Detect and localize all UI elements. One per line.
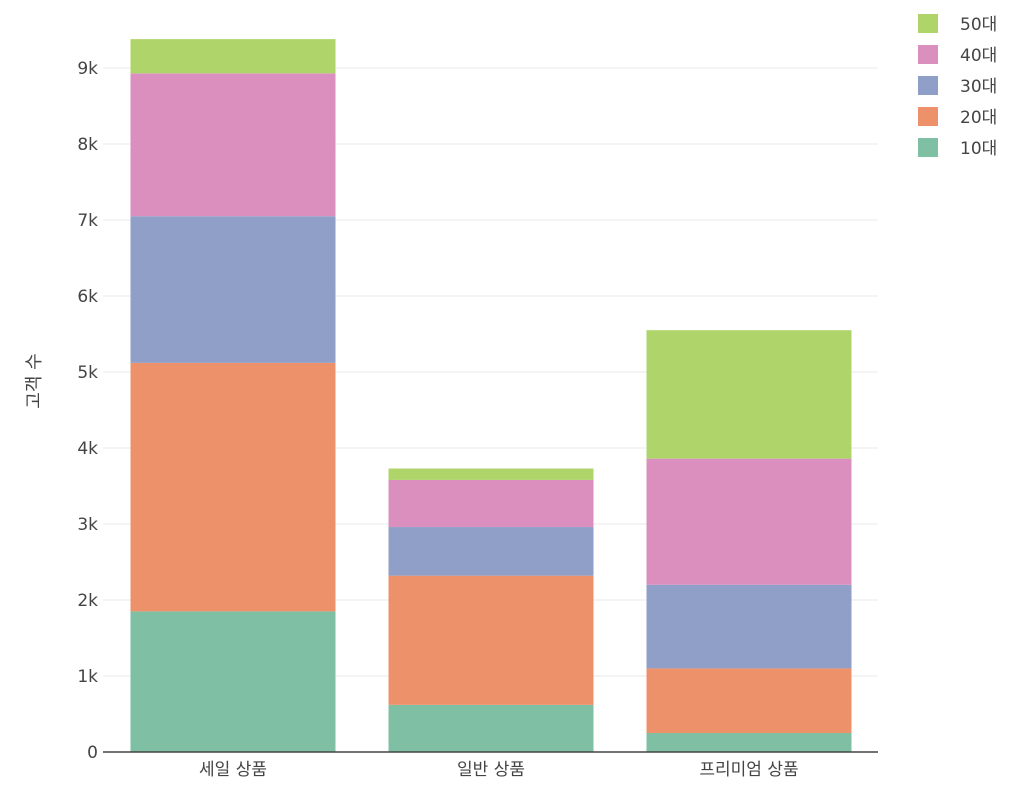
x-tick-labels: 세일 상품 일반 상품 프리미엄 상품 xyxy=(199,760,799,780)
bar-segment[interactable] xyxy=(388,479,594,528)
bar-segment[interactable] xyxy=(130,39,336,74)
y-tick-label: 7k xyxy=(77,211,98,231)
y-tick-label: 1k xyxy=(77,667,98,687)
legend-label[interactable]: 10대 xyxy=(960,139,997,159)
legend-label[interactable]: 20대 xyxy=(960,108,997,128)
y-tick-label: 0 xyxy=(87,743,98,763)
bar-segment[interactable] xyxy=(130,611,336,752)
legend-swatch[interactable] xyxy=(918,14,938,33)
x-tick-label: 일반 상품 xyxy=(457,760,525,780)
legend-label[interactable]: 40대 xyxy=(960,46,997,66)
bar-segment[interactable] xyxy=(388,575,594,705)
bar-segment[interactable] xyxy=(388,527,594,576)
bar-segment[interactable] xyxy=(130,216,336,363)
y-tick-label: 8k xyxy=(77,135,98,155)
legend-swatch[interactable] xyxy=(918,76,938,95)
legend: 50대 40대 30대 20대 10대 xyxy=(918,14,997,159)
y-tick-labels: 0 1k 2k 3k 4k 5k 6k 7k 8k 9k xyxy=(77,59,98,763)
bar-segment[interactable] xyxy=(130,73,336,217)
bar-segment[interactable] xyxy=(388,704,594,752)
bar-segment[interactable] xyxy=(646,584,852,669)
y-tick-label: 4k xyxy=(77,439,98,459)
y-tick-label: 6k xyxy=(77,287,98,307)
y-axis-title: 고객 수 xyxy=(24,353,45,408)
bar-segment[interactable] xyxy=(646,733,852,752)
legend-label[interactable]: 50대 xyxy=(960,15,997,35)
legend-label[interactable]: 30대 xyxy=(960,77,997,97)
x-tick-label: 프리미엄 상품 xyxy=(699,760,798,780)
y-tick-label: 9k xyxy=(77,59,98,79)
bar-segment[interactable] xyxy=(646,668,852,733)
bar-segment[interactable] xyxy=(646,330,852,459)
y-tick-label: 2k xyxy=(77,591,98,611)
legend-swatch[interactable] xyxy=(918,45,938,64)
bar-segment[interactable] xyxy=(130,362,336,612)
bar-segment[interactable] xyxy=(646,458,852,585)
x-tick-label: 세일 상품 xyxy=(199,760,267,780)
bars xyxy=(130,39,852,752)
y-tick-label: 3k xyxy=(77,515,98,535)
legend-swatch[interactable] xyxy=(918,138,938,157)
bar-segment[interactable] xyxy=(388,468,594,480)
y-tick-label: 5k xyxy=(77,363,98,383)
legend-swatch[interactable] xyxy=(918,107,938,126)
